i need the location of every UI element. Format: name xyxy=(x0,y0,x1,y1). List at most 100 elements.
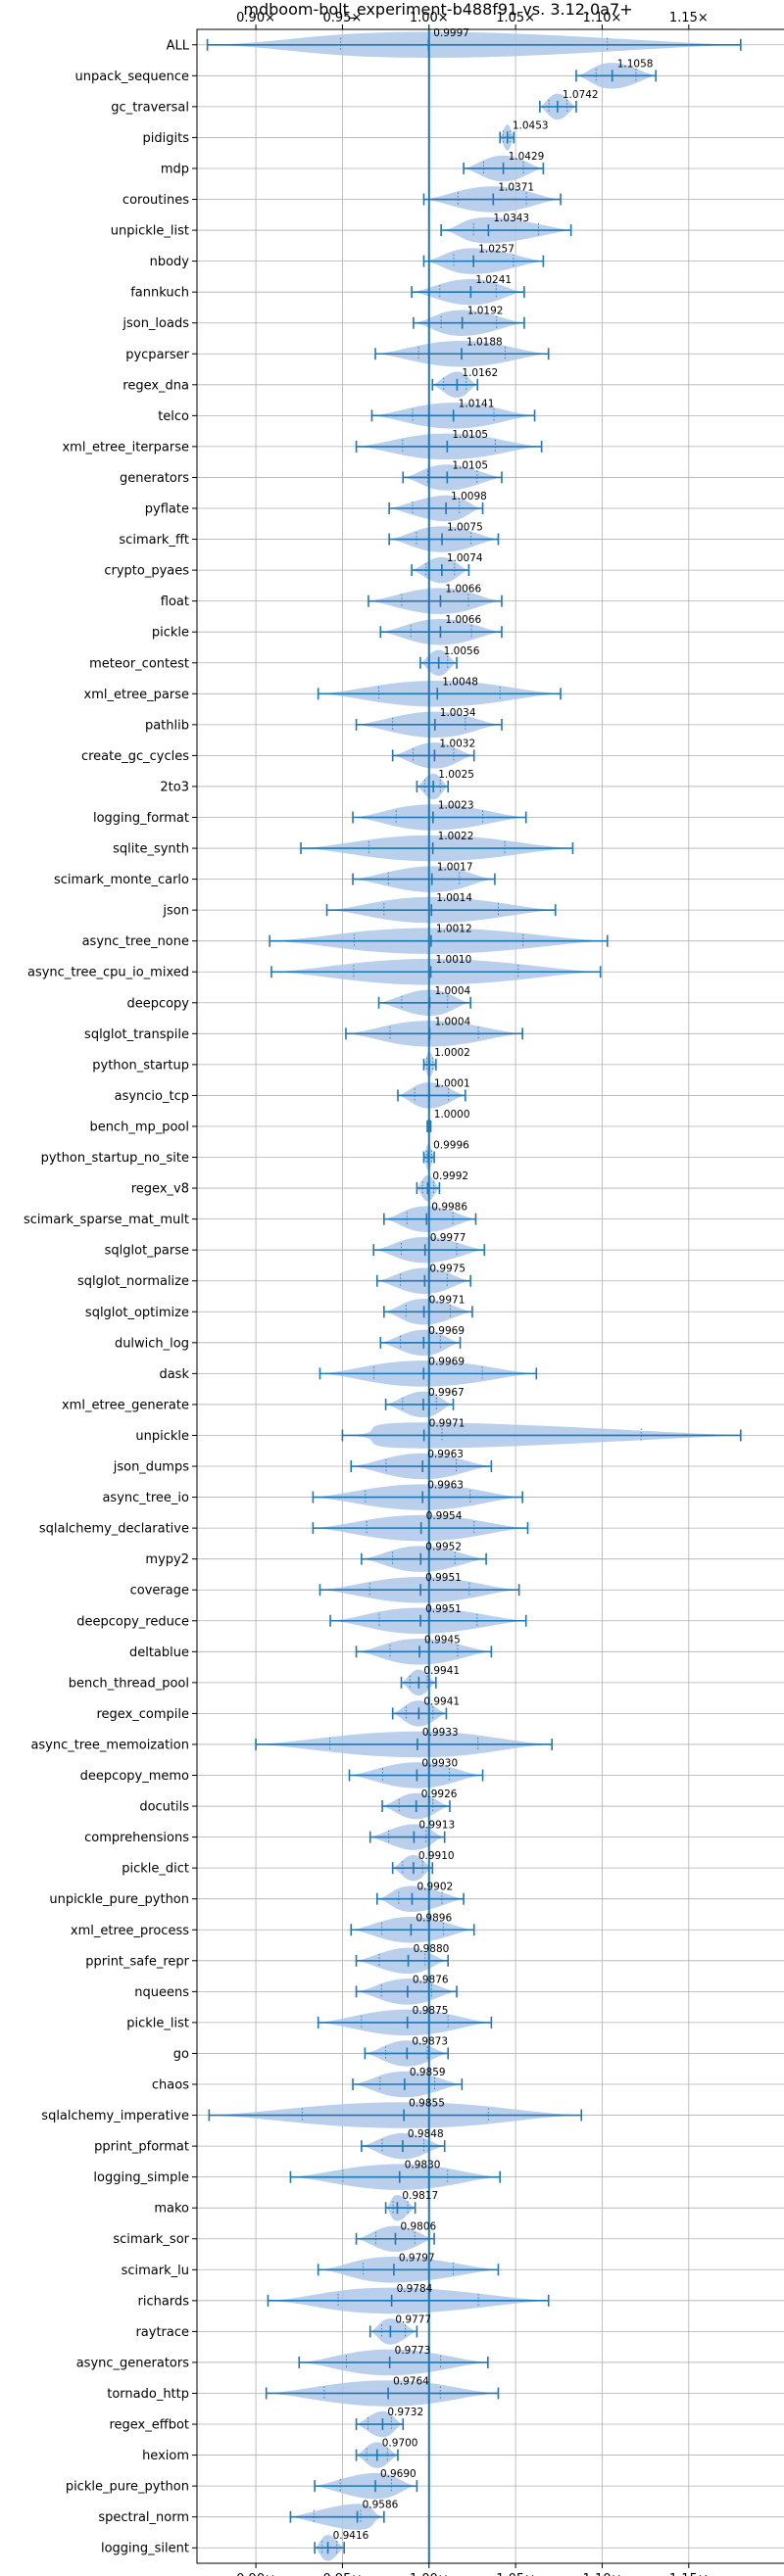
benchmark-label: pickle_dict xyxy=(122,1862,189,1877)
value-label: 0.9977 xyxy=(430,1232,466,1244)
benchmark-label: sqlalchemy_declarative xyxy=(39,1522,189,1537)
benchmark-label: spectral_norm xyxy=(98,2510,189,2525)
benchmark-label: json xyxy=(162,904,189,919)
value-label: 1.0010 xyxy=(436,954,472,966)
value-label: 0.9963 xyxy=(427,1449,464,1460)
value-label: 0.9969 xyxy=(428,1356,465,1367)
value-label: 1.0074 xyxy=(447,552,483,564)
x-tick-label-bottom: 0.95× xyxy=(323,2572,363,2576)
benchmark-label: xml_etree_process xyxy=(71,1924,189,1938)
x-tick-label-bottom: 1.00× xyxy=(410,2572,449,2576)
x-tick-label-bottom: 0.90× xyxy=(236,2572,275,2576)
value-label: 0.9945 xyxy=(424,1634,461,1646)
benchmark-label: unpickle_pure_python xyxy=(49,1892,189,1907)
value-label: 1.0066 xyxy=(445,584,481,596)
benchmark-label: crypto_pyaes xyxy=(104,564,189,579)
benchmark-label: sqlglot_transpile xyxy=(84,1027,189,1042)
benchmark-label: json_loads xyxy=(122,316,189,331)
benchmark-label: regex_v8 xyxy=(131,1182,189,1197)
benchmark-label: dask xyxy=(159,1367,189,1382)
value-label: 1.0162 xyxy=(462,367,498,379)
value-label: 0.9910 xyxy=(418,1850,455,1862)
value-label: 0.9880 xyxy=(414,1943,450,1955)
benchmark-label: scimark_monte_carlo xyxy=(54,873,189,887)
value-label: 0.9817 xyxy=(402,2190,438,2202)
value-label: 0.9967 xyxy=(428,1387,465,1399)
value-label: 0.9926 xyxy=(421,1789,458,1800)
benchmark-label: pycparser xyxy=(125,348,189,362)
benchmark-label: richards xyxy=(138,2294,190,2309)
plot-frame xyxy=(196,28,784,2564)
benchmark-label: pickle xyxy=(152,626,189,641)
benchmark-label: logging_silent xyxy=(101,2542,189,2556)
x-tick-label-bottom: 1.05× xyxy=(496,2572,535,2576)
value-label: 1.0032 xyxy=(439,738,475,749)
value-label: 0.9963 xyxy=(427,1480,464,1492)
value-label: 0.9855 xyxy=(409,2098,445,2110)
benchmark-label: scimark_lu xyxy=(122,2264,189,2278)
x-tick-label-top: 1.00× xyxy=(410,11,449,25)
benchmark-label: pathlib xyxy=(145,718,189,733)
benchmark-label: deepcopy_memo xyxy=(80,1769,189,1784)
benchmark-label: deepcopy xyxy=(126,996,189,1011)
value-label: 0.9784 xyxy=(397,2283,433,2295)
value-label: 0.9586 xyxy=(363,2500,399,2511)
benchmark-label: regex_effbot xyxy=(109,2418,189,2433)
value-label: 1.0343 xyxy=(493,213,529,224)
value-label: 1.0098 xyxy=(451,491,487,502)
benchmark-label: gc_traversal xyxy=(111,100,189,115)
value-label: 1.0004 xyxy=(434,1016,470,1027)
benchmark-label: asyncio_tcp xyxy=(115,1089,189,1104)
value-label: 0.9986 xyxy=(431,1202,467,1214)
benchmark-label: async_tree_cpu_io_mixed xyxy=(27,966,189,980)
value-label: 1.0022 xyxy=(438,831,474,842)
value-label: 1.0105 xyxy=(452,429,488,441)
benchmark-label: unpack_sequence xyxy=(74,70,189,84)
benchmark-label: logging_simple xyxy=(93,2171,189,2185)
benchmark-label: pyflate xyxy=(145,502,189,517)
value-label: 0.9951 xyxy=(425,1572,462,1584)
value-label: 1.0004 xyxy=(434,985,470,997)
benchmark-label: chaos xyxy=(152,2077,189,2092)
benchmark-label: sqlalchemy_imperative xyxy=(41,2109,189,2123)
benchmark-label: generators xyxy=(120,471,189,486)
value-label: 0.9941 xyxy=(423,1665,460,1677)
benchmark-label: bench_thread_pool xyxy=(69,1676,189,1691)
benchmark-label: json_dumps xyxy=(113,1460,189,1475)
value-label: 0.9876 xyxy=(413,1974,449,1985)
benchmark-label: tornado_http xyxy=(107,2387,189,2402)
value-label: 0.9952 xyxy=(425,1542,462,1553)
benchmark-label: regex_dna xyxy=(122,378,189,393)
benchmark-label: ALL xyxy=(167,38,190,53)
benchmark-label: pprint_pformat xyxy=(94,2140,189,2155)
benchmark-label: float xyxy=(161,595,189,609)
value-label: 1.0241 xyxy=(475,274,512,286)
benchmark-label: async_tree_none xyxy=(82,934,189,949)
benchmark-label: meteor_contest xyxy=(89,656,189,671)
benchmark-label: sqlglot_normalize xyxy=(77,1274,189,1289)
benchmark-label: logging_format xyxy=(93,811,189,826)
benchmark-label: xml_etree_generate xyxy=(62,1398,189,1412)
value-label: 0.9913 xyxy=(418,1820,455,1832)
value-label: 0.9941 xyxy=(423,1695,460,1707)
value-label: 0.9859 xyxy=(410,2067,446,2078)
value-label: 1.0742 xyxy=(563,89,599,101)
value-label: 1.0048 xyxy=(442,676,478,688)
value-label: 1.0453 xyxy=(513,119,549,131)
x-tick-label-top: 0.90× xyxy=(236,11,275,25)
chart-title: mdboom-bolt_experiment-b488f91 vs. 3.12.… xyxy=(243,0,632,20)
value-label: 0.9930 xyxy=(421,1758,458,1770)
benchmark-label: async_tree_memoization xyxy=(30,1738,189,1752)
value-label: 1.0257 xyxy=(478,244,514,256)
benchmark-label: create_gc_cycles xyxy=(81,749,189,764)
value-label: 1.0034 xyxy=(440,707,476,719)
value-label: 1.0001 xyxy=(434,1077,470,1089)
benchmark-label: scimark_sor xyxy=(113,2232,189,2247)
benchmark-label: sqlglot_optimize xyxy=(85,1306,189,1320)
benchmark-label: fannkuch xyxy=(130,286,189,301)
value-label: 0.9875 xyxy=(413,2005,449,2017)
benchmark-label: scimark_sparse_mat_mult xyxy=(24,1213,189,1227)
value-label: 0.9996 xyxy=(433,1140,469,1152)
label-layer: 0.9997 1.1058 1.0742 1.0453 1.0429 1.0371 1.03… xyxy=(333,27,654,2542)
